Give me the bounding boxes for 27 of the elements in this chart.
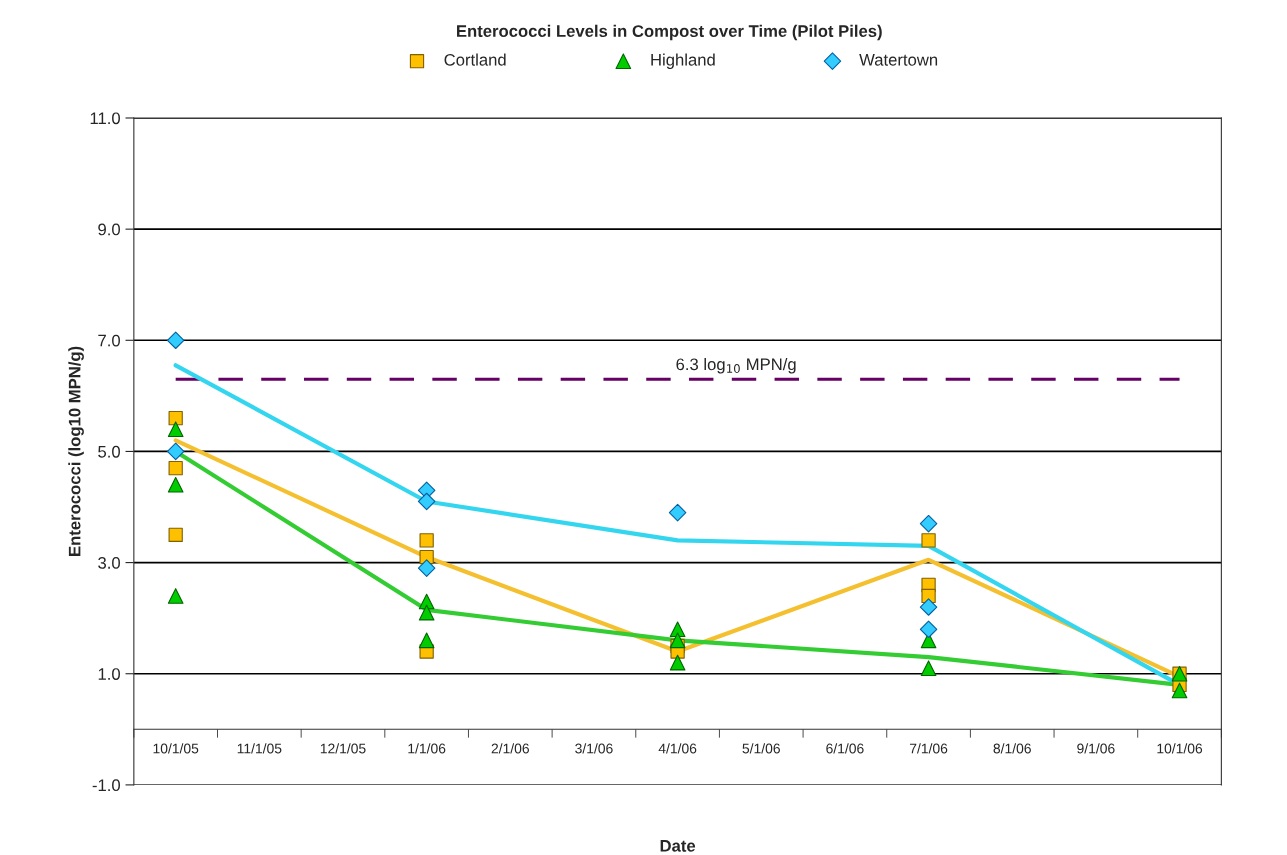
legend-label: Highland [651,53,715,70]
ref-line-label: 6.3 log$_{10}$ MPN/g [676,357,796,374]
y-tick-label: 9.0 [98,223,120,236]
legend-label: Cortland [444,53,506,66]
x-tick-label: 6/1/06 [826,743,864,754]
x-tick-label: 12/1/05 [320,743,366,754]
y-tick-label: 11.0 [90,112,120,125]
legend-label: Watertown [859,54,938,66]
y-tick-label: 7.0 [98,334,120,347]
x-tick-label: 1/1/06 [408,743,446,754]
x-tick-label: 5/1/06 [742,743,780,754]
x-tick-label: 2/1/06 [491,743,529,754]
x-tick-label: 3/1/06 [575,743,613,754]
x-tick-label: 10/1/05 [153,743,199,754]
y-tick-label: 5.0 [98,445,120,458]
y-tick-label: 1.0 [98,668,120,680]
x-axis-title: Date [660,840,696,852]
chart-title: Enterococci Levels in Compost over Time (Pilot Piles) [457,24,882,41]
y-tick-label: -1.0 [92,779,120,792]
x-tick-label: 7/1/06 [909,743,948,754]
x-tick-label: 9/1/06 [1077,743,1115,754]
x-tick-label: 4/1/06 [658,743,697,754]
x-tick-label: 8/1/06 [993,743,1031,754]
x-tick-label: 10/1/06 [1157,743,1203,754]
x-tick-label: 11/1/05 [237,743,282,754]
y-axis-title: Enterococci (log10 MPN/g) [68,346,84,556]
y-tick-label: 3.0 [98,556,120,569]
